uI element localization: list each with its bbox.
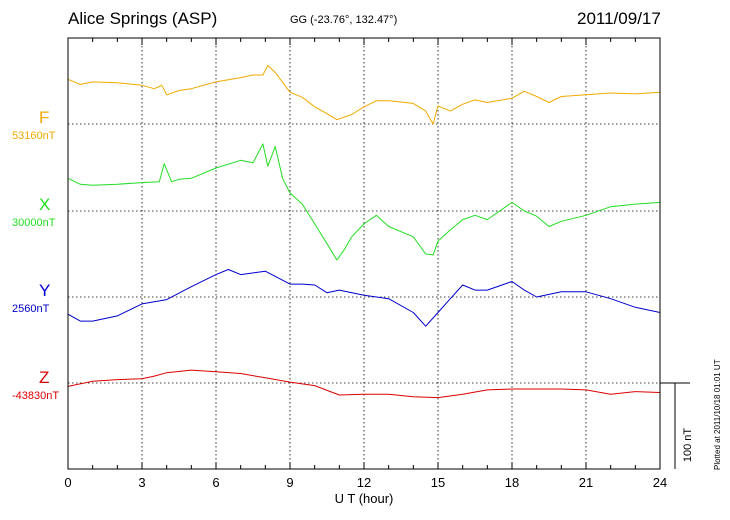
x-axis-ticks: 0 3 6 9 12 15 18 21 24 xyxy=(64,38,667,490)
channel-label-f: F xyxy=(39,108,50,127)
channel-label-y: Y xyxy=(39,281,51,300)
x-tick-label: 21 xyxy=(579,475,593,490)
x-tick-label: 18 xyxy=(505,475,519,490)
series-line-y xyxy=(67,269,661,327)
scale-bar-label: 100 nT xyxy=(682,428,694,463)
series-line-f xyxy=(67,65,661,125)
x-tick-label: 3 xyxy=(138,475,145,490)
series-line-z xyxy=(67,369,661,399)
grid-lines xyxy=(68,37,660,469)
channel-label-x: X xyxy=(39,195,51,214)
scale-bar: 100 nT xyxy=(660,382,694,469)
x-tick-label: 15 xyxy=(431,475,445,490)
channel-baseline-f: 53160nT xyxy=(12,130,56,142)
series-line-x xyxy=(67,143,661,261)
channel-baseline-z: -43830nT xyxy=(12,390,60,402)
x-axis-label: U T (hour) xyxy=(335,491,394,506)
x-tick-label: 9 xyxy=(286,475,293,490)
x-tick-label: 12 xyxy=(357,475,371,490)
channel-label-z: Z xyxy=(39,368,50,387)
x-tick-label: 24 xyxy=(653,475,667,490)
channel-baseline-y: 2560nT xyxy=(12,303,50,315)
station-coordinates: GG (-23.76°, 132.47°) xyxy=(290,14,398,26)
station-title: Alice Springs (ASP) xyxy=(68,9,218,28)
x-tick-label: 0 xyxy=(64,475,71,490)
channel-baseline-x: 30000nT xyxy=(12,217,56,229)
traces xyxy=(67,65,661,399)
x-tick-label: 6 xyxy=(212,475,219,490)
plot-date: 2011/09/17 xyxy=(577,9,661,28)
